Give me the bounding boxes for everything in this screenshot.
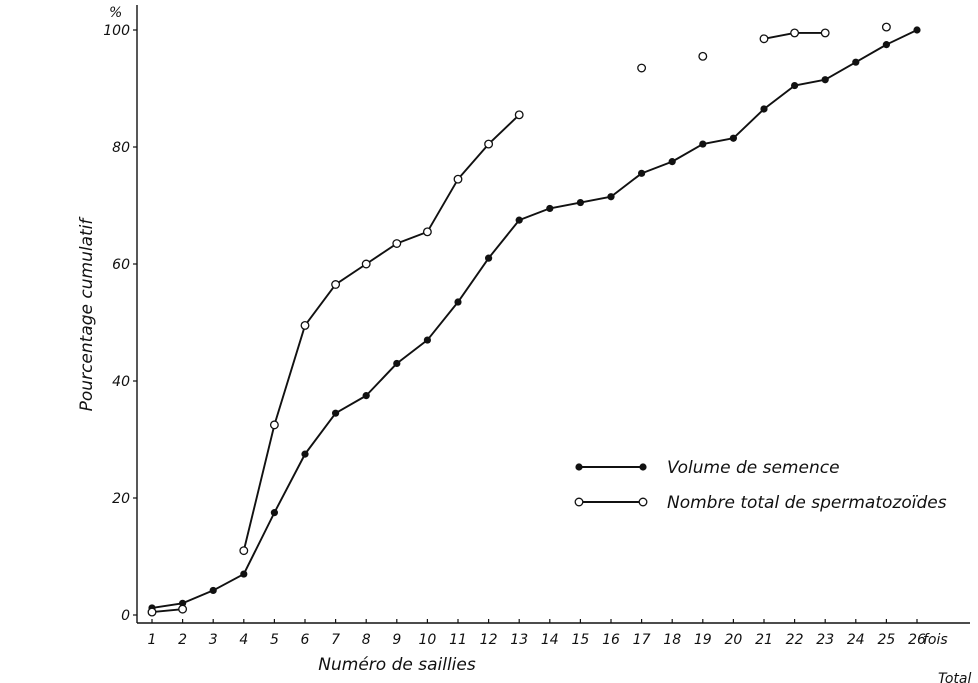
- x-tick-label-21: 21: [755, 632, 773, 648]
- x-tick-label-26: 26: [908, 632, 926, 648]
- series-0-point-11: [454, 298, 462, 306]
- series-0-point-26: [913, 26, 921, 34]
- series-1-point-22: [790, 28, 800, 38]
- x-unit-label: fois: [923, 632, 948, 648]
- series-1-point-12: [484, 139, 494, 149]
- series-1-point-21: [759, 34, 769, 44]
- series-1-point-7: [331, 280, 341, 289]
- y-ticks: 0 20 40 60 80 100: [103, 23, 137, 624]
- legend-marker-volume-right: [639, 463, 647, 471]
- x-tick-label-5: 5: [270, 632, 279, 648]
- series-0-point-9: [393, 359, 401, 368]
- series-0-point-20: [729, 134, 738, 142]
- x-tick-label-18: 18: [663, 632, 681, 648]
- series-1-point-25: [881, 22, 891, 32]
- x-tick-label-15: 15: [571, 632, 589, 648]
- series-0-point-12: [485, 254, 493, 262]
- series-0-point-17: [638, 169, 646, 177]
- series-0-point-21: [760, 105, 768, 113]
- legend-marker-volume-left: [575, 463, 583, 471]
- x-tick-label-8: 8: [362, 632, 371, 648]
- legend-label-volume: Volume de semence: [667, 458, 840, 478]
- legend-label-spermatozoides: Nombre total de spermatozoïdes: [667, 493, 947, 513]
- x-tick-label-1: 1: [148, 632, 157, 648]
- legend-entry-spermatozoides: Nombre total de spermatozoïdes: [574, 493, 947, 513]
- series-0-point-8: [362, 392, 370, 400]
- series-0-point-15: [576, 198, 585, 207]
- x-tick-label-24: 24: [847, 632, 865, 648]
- x-tick-label-10: 10: [418, 632, 436, 648]
- series-layer: [147, 22, 921, 617]
- series-1-point-19: [698, 51, 708, 61]
- series-1-point-2: [178, 604, 188, 614]
- series-1-point-6: [300, 320, 310, 330]
- series-0-point-14: [546, 204, 554, 213]
- x-tick-label-7: 7: [331, 632, 340, 648]
- x-tick-label-16: 16: [602, 632, 620, 648]
- series-0-point-25: [882, 41, 891, 49]
- series-0-point-24: [852, 58, 860, 66]
- y-tick-label-0: 0: [121, 608, 130, 624]
- y-tick-label-60: 60: [112, 257, 130, 273]
- x-tick-label-14: 14: [541, 632, 559, 648]
- x-tick-label-17: 17: [633, 632, 651, 648]
- series-1-point-23: [820, 28, 830, 38]
- x-tick-label-25: 25: [877, 632, 895, 648]
- y-tick-label-20: 20: [112, 491, 130, 507]
- series-0-point-6: [301, 450, 309, 458]
- series-0-line-0: [151, 29, 918, 609]
- series-0-point-4: [240, 570, 248, 578]
- x-tick-label-11: 11: [449, 632, 467, 648]
- y-tick-label-80: 80: [112, 140, 130, 156]
- series-0-point-18: [668, 158, 676, 166]
- legend: Volume de semence Nombre total de sperma…: [574, 458, 947, 513]
- legend-entry-volume: Volume de semence: [575, 458, 840, 478]
- y-unit-label: %: [109, 5, 122, 21]
- series-0-point-23: [821, 76, 829, 84]
- axes: [136, 5, 970, 624]
- series-0: [148, 26, 921, 612]
- series-0-point-3: [209, 586, 217, 595]
- x-tick-label-23: 23: [816, 632, 834, 648]
- x-tick-label-13: 13: [510, 632, 528, 648]
- series-0-point-13: [515, 216, 523, 224]
- x-tick-label-9: 9: [392, 632, 401, 648]
- x-tick-label-6: 6: [301, 632, 310, 648]
- series-0-point-10: [423, 336, 431, 344]
- series-0-point-19: [699, 140, 707, 148]
- x-tick-label-4: 4: [239, 632, 248, 648]
- series-0-point-16: [607, 193, 615, 201]
- series-1-line-1: [242, 114, 520, 551]
- series-1-point-9: [392, 239, 402, 248]
- x-ticks: 1 2 3 4 5 6 7 8 9 10 11 12 13 14 15 16 17 18 19 20 21 22 23 24 2…: [148, 619, 926, 648]
- series-1-point-5: [269, 420, 279, 430]
- series-1-point-13: [514, 110, 524, 120]
- series-1-point-1: [147, 607, 157, 617]
- series-0-point-5: [270, 509, 278, 517]
- x-tick-label-22: 22: [786, 632, 804, 648]
- series-1: [147, 22, 891, 617]
- x-axis-label: Numéro de saillies: [318, 655, 476, 675]
- series-1-point-11: [453, 174, 463, 184]
- y-tick-label-40: 40: [112, 374, 130, 390]
- series-1-point-4: [239, 546, 249, 556]
- series-1-point-10: [422, 227, 432, 237]
- y-axis-label: Pourcentage cumulatif: [77, 216, 97, 412]
- series-1-point-8: [361, 259, 371, 269]
- series-1-line-0: [151, 608, 183, 614]
- y-tick-label-100: 100: [103, 23, 130, 39]
- legend-marker-spermatozoides-right: [638, 497, 648, 507]
- x-tick-label-20: 20: [724, 632, 742, 648]
- series-1-point-17: [637, 63, 647, 73]
- legend-marker-spermatozoides-left: [574, 497, 584, 507]
- x-tick-label-2: 2: [178, 632, 187, 648]
- x-tick-label-3: 3: [209, 632, 218, 648]
- x-tick-label-19: 19: [694, 632, 712, 648]
- series-0-point-22: [791, 81, 799, 90]
- series-0-point-7: [332, 409, 340, 417]
- x-tick-label-12: 12: [480, 632, 498, 648]
- corner-label: Total: [938, 671, 971, 683]
